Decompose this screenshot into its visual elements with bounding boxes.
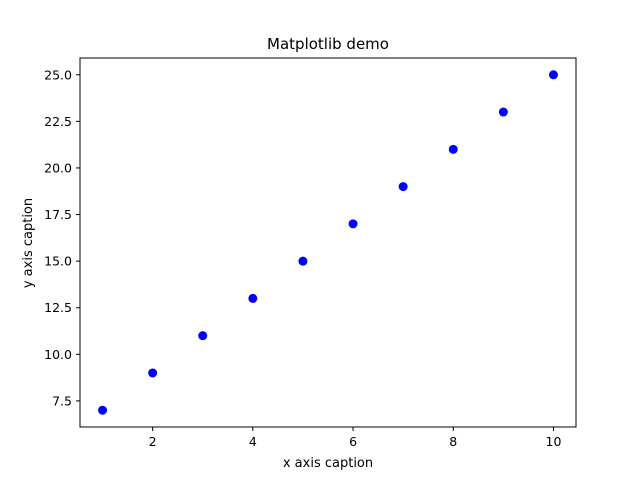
data-point: [298, 256, 308, 266]
plot-area: [79, 57, 577, 428]
data-point: [98, 405, 108, 415]
data-point: [348, 219, 358, 229]
y-tick-label: 15.0: [44, 254, 72, 269]
y-tick-label: 10.0: [44, 347, 72, 362]
chart-title: Matplotlib demo: [267, 35, 389, 53]
data-points: [98, 70, 558, 415]
x-tick-label: 6: [349, 434, 357, 449]
x-tick-label: 10: [546, 434, 562, 449]
y-axis-label: y axis caption: [21, 198, 36, 288]
y-axis: 7.5 10.0 12.5 15.0 17.5 20.0 22.5 25.0: [44, 67, 80, 408]
data-point: [148, 368, 158, 378]
y-tick-label: 7.5: [52, 393, 72, 408]
y-tick-label: 12.5: [44, 300, 72, 315]
x-axis: 2 4 6 8 10: [149, 427, 562, 449]
data-point: [398, 182, 408, 192]
x-tick-label: 8: [449, 434, 457, 449]
y-tick-label: 20.0: [44, 160, 72, 175]
y-tick-label: 17.5: [44, 207, 72, 222]
data-point: [248, 293, 258, 303]
data-point: [498, 107, 508, 117]
x-tick-label: 4: [249, 434, 257, 449]
data-point: [448, 144, 458, 154]
x-tick-label: 2: [149, 434, 157, 449]
data-point: [548, 70, 558, 80]
data-point: [198, 331, 208, 341]
x-axis-label: x axis caption: [283, 456, 373, 471]
y-tick-label: 25.0: [44, 67, 72, 82]
y-tick-label: 22.5: [44, 114, 72, 129]
